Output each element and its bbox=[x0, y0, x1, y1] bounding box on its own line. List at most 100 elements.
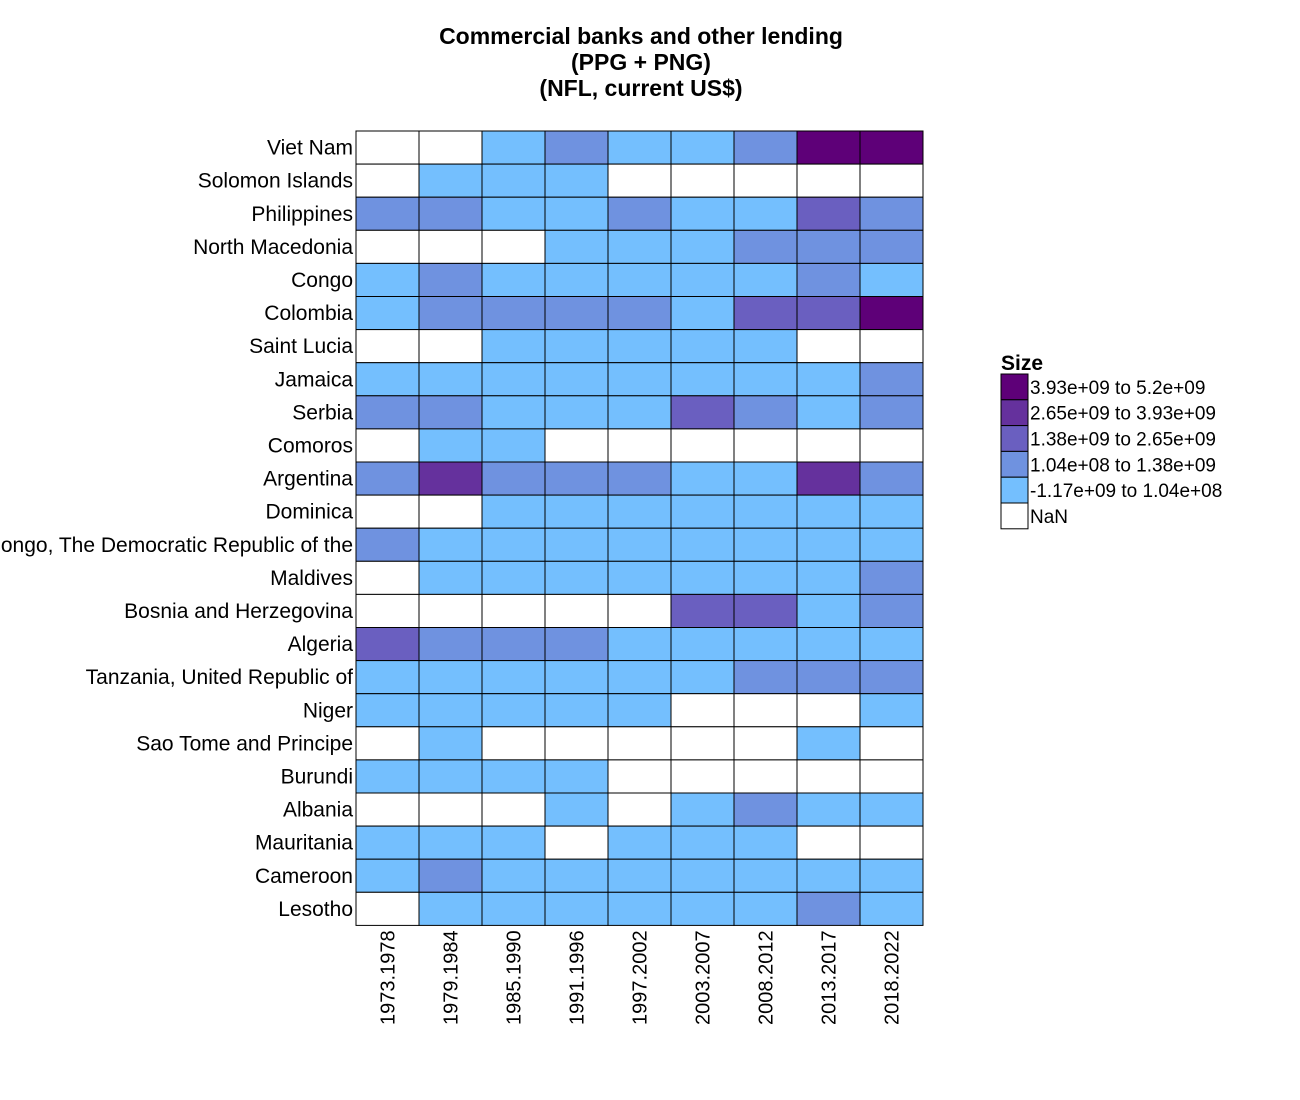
heatmap-cell bbox=[481, 660, 546, 695]
heatmap-cell bbox=[796, 825, 861, 860]
heatmap-cell bbox=[796, 792, 861, 827]
heatmap-cell bbox=[544, 693, 609, 728]
heatmap-cell bbox=[670, 395, 735, 430]
y-tick-label: Serbia bbox=[292, 401, 353, 424]
heatmap-cell bbox=[418, 891, 483, 926]
heatmap-cell bbox=[859, 329, 924, 364]
heatmap-cell bbox=[733, 196, 798, 231]
heatmap-cell bbox=[670, 494, 735, 529]
heatmap-cell bbox=[670, 461, 735, 496]
heatmap-cell bbox=[481, 229, 546, 264]
heatmap-cell bbox=[796, 229, 861, 264]
heatmap-cell bbox=[670, 825, 735, 860]
heatmap-cell bbox=[355, 792, 420, 827]
heatmap-cell bbox=[607, 262, 672, 297]
heatmap-cell bbox=[859, 792, 924, 827]
heatmap-cell bbox=[607, 494, 672, 529]
x-tick-label: 1973.1978 bbox=[378, 930, 400, 1025]
heatmap-cell bbox=[607, 163, 672, 198]
y-tick-label: Tanzania, United Republic of bbox=[86, 666, 353, 689]
heatmap-cell bbox=[796, 527, 861, 562]
y-tick-label: Mauritania bbox=[255, 832, 353, 855]
heatmap-cell bbox=[733, 726, 798, 761]
heatmap-cell bbox=[796, 593, 861, 629]
y-tick-label: Comoros bbox=[268, 434, 353, 457]
heatmap-cell bbox=[796, 296, 861, 331]
heatmap-cell bbox=[418, 560, 483, 595]
heatmap-cell bbox=[481, 196, 546, 231]
heatmap-cell bbox=[607, 627, 672, 662]
heatmap-cell bbox=[544, 759, 609, 794]
heatmap-cell bbox=[607, 130, 672, 165]
heatmap-cell bbox=[733, 792, 798, 827]
heatmap-cell bbox=[733, 560, 798, 595]
heatmap-cell bbox=[355, 560, 420, 595]
heatmap-cell bbox=[544, 825, 609, 860]
heatmap-cell bbox=[670, 693, 735, 728]
legend-swatch bbox=[1000, 476, 1029, 504]
heatmap-cell bbox=[796, 693, 861, 728]
heatmap-cell bbox=[481, 593, 546, 629]
heatmap-cell bbox=[607, 560, 672, 595]
heatmap-cell bbox=[859, 196, 924, 231]
heatmap-cell bbox=[733, 660, 798, 695]
heatmap-cell bbox=[544, 395, 609, 430]
legend-swatch bbox=[1000, 425, 1029, 452]
y-tick-label: Congo, The Democratic Republic of the bbox=[0, 534, 353, 557]
heatmap-cell bbox=[859, 825, 924, 860]
x-tick-label: 1997.2002 bbox=[630, 930, 652, 1025]
y-tick-label: Lesotho bbox=[278, 898, 353, 921]
heatmap-cell bbox=[733, 428, 798, 463]
heatmap-cell bbox=[355, 858, 420, 893]
heatmap-cell bbox=[607, 792, 672, 827]
heatmap-cell bbox=[481, 461, 546, 496]
heatmap-cell bbox=[607, 593, 672, 629]
heatmap-cell bbox=[796, 428, 861, 463]
heatmap-cell bbox=[670, 329, 735, 364]
heatmap-cell bbox=[796, 494, 861, 529]
legend-swatch bbox=[1000, 373, 1029, 401]
heatmap-cell bbox=[418, 693, 483, 728]
heatmap-cell bbox=[481, 726, 546, 761]
heatmap-cell bbox=[796, 163, 861, 198]
heatmap-cell bbox=[859, 461, 924, 496]
legend-items: 3.93e+09 to 5.2e+09 2.65e+09 to 3.93e+09 1… bbox=[1000, 373, 1222, 530]
y-tick-label: Viet Nam bbox=[267, 137, 353, 160]
heatmap-cell bbox=[607, 229, 672, 264]
x-tick-label: 2003.2007 bbox=[693, 930, 715, 1025]
heatmap-cell bbox=[607, 296, 672, 331]
heatmap-cell bbox=[670, 527, 735, 562]
heatmap-cell bbox=[355, 461, 420, 496]
heatmap-cell bbox=[796, 395, 861, 430]
x-tick-label: 1979.1984 bbox=[441, 930, 463, 1025]
heatmap-cell bbox=[670, 229, 735, 264]
heatmap-cell bbox=[544, 660, 609, 695]
heatmap-cell bbox=[796, 627, 861, 662]
heatmap-cell bbox=[355, 825, 420, 860]
y-tick-label: Argentina bbox=[263, 468, 353, 491]
heatmap-cell bbox=[607, 362, 672, 397]
heatmap-cell bbox=[670, 858, 735, 893]
heatmap-cell bbox=[607, 395, 672, 430]
heatmap-cell bbox=[859, 593, 924, 629]
heatmap-cell bbox=[796, 329, 861, 364]
heatmap-cell bbox=[859, 560, 924, 595]
heatmap-cell bbox=[607, 428, 672, 463]
heatmap-cell bbox=[544, 196, 609, 231]
heatmap-cell bbox=[859, 262, 924, 297]
heatmap-cell bbox=[355, 726, 420, 761]
heatmap-cell bbox=[859, 627, 924, 662]
heatmap-cell bbox=[418, 395, 483, 430]
heatmap-cell bbox=[355, 759, 420, 794]
heatmap-cell bbox=[418, 362, 483, 397]
heatmap-cell bbox=[607, 693, 672, 728]
y-tick-label: North Macedonia bbox=[193, 236, 353, 259]
x-tick-label: 2013.2017 bbox=[819, 930, 841, 1025]
x-tick-label: 2018.2022 bbox=[882, 930, 904, 1025]
heatmap-cell bbox=[355, 428, 420, 463]
heatmap-cell bbox=[544, 130, 609, 165]
heatmap-cell bbox=[355, 660, 420, 695]
heatmap-cell bbox=[670, 262, 735, 297]
heatmap-cell bbox=[796, 891, 861, 926]
heatmap-cell bbox=[481, 395, 546, 430]
